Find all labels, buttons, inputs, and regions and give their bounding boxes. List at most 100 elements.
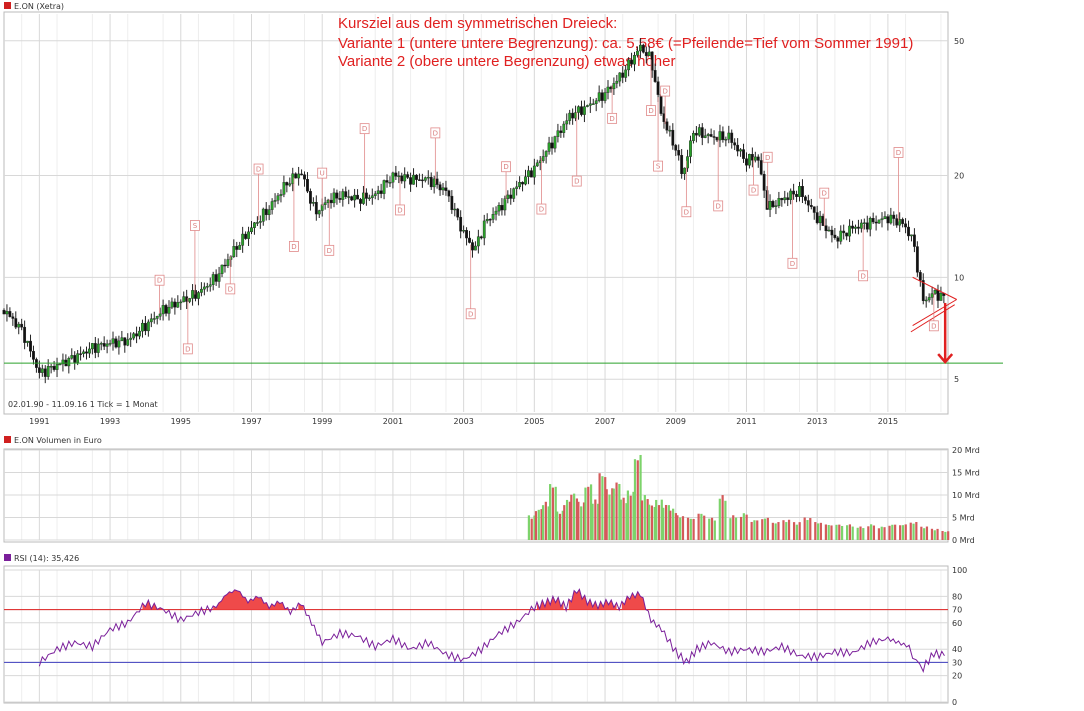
price-candle bbox=[267, 209, 271, 216]
price-candle bbox=[311, 201, 315, 204]
price-candle bbox=[644, 52, 648, 57]
x-tick-label: 2001 bbox=[383, 417, 403, 426]
volume-bar bbox=[756, 520, 759, 540]
price-candle bbox=[633, 54, 636, 65]
volume-tick-label: 10 Mrd bbox=[952, 491, 980, 500]
event-marker-label: D bbox=[362, 125, 367, 133]
price-candle bbox=[17, 323, 21, 328]
price-candle bbox=[5, 311, 9, 315]
price-candle bbox=[689, 140, 692, 157]
price-candle bbox=[126, 339, 130, 346]
price-candle bbox=[898, 219, 902, 226]
price-candle bbox=[253, 222, 256, 228]
price-candle bbox=[745, 158, 748, 166]
price-candle bbox=[571, 112, 575, 119]
price-candle bbox=[2, 309, 6, 315]
price-candle bbox=[418, 179, 421, 181]
price-candle bbox=[353, 194, 357, 201]
price-candle bbox=[200, 288, 203, 293]
price-candle bbox=[627, 59, 631, 71]
price-candle bbox=[26, 340, 29, 343]
volume-bar bbox=[830, 525, 833, 540]
volume-bar bbox=[686, 517, 690, 540]
price-candle bbox=[939, 292, 943, 301]
price-candle bbox=[647, 51, 651, 57]
price-candle bbox=[167, 306, 171, 314]
volume-bars bbox=[527, 454, 950, 540]
volume-bar bbox=[601, 476, 604, 540]
price-tick-label: 10 bbox=[954, 273, 964, 282]
price-candle bbox=[191, 290, 194, 299]
volume-bar bbox=[891, 524, 894, 540]
price-candle bbox=[129, 337, 133, 340]
price-candle bbox=[297, 173, 301, 179]
rsi-tick-label: 80 bbox=[952, 592, 962, 601]
volume-bar bbox=[785, 522, 788, 540]
volume-panel-title: E.ON Volumen in Euro bbox=[14, 436, 102, 445]
volume-bar bbox=[692, 518, 695, 540]
price-candle bbox=[659, 94, 663, 114]
price-candle bbox=[208, 284, 212, 287]
volume-bar bbox=[556, 511, 559, 540]
x-tick-labels: 1991 1993 1995 1997 1999 2001 2003 2005 2007 2009… bbox=[29, 417, 898, 426]
price-candle bbox=[409, 177, 412, 185]
price-candle bbox=[226, 259, 230, 266]
annotation-line-1: Kursziel aus dem symmetrischen Dreieck: bbox=[338, 15, 617, 32]
price-candle bbox=[79, 353, 83, 355]
event-marker-box bbox=[289, 241, 299, 252]
event-marker-box bbox=[225, 283, 236, 295]
price-candle bbox=[612, 83, 616, 90]
price-candle bbox=[910, 234, 913, 237]
price-candle bbox=[114, 338, 118, 348]
price-candle bbox=[694, 132, 698, 136]
price-candle bbox=[583, 106, 586, 115]
price-candle bbox=[774, 205, 778, 207]
price-candle bbox=[450, 195, 454, 210]
volume-tick-label: 0 Mrd bbox=[952, 536, 975, 545]
price-candle bbox=[927, 297, 931, 301]
price-candle bbox=[332, 192, 336, 204]
price-candle bbox=[176, 302, 180, 308]
event-marker-box bbox=[430, 127, 441, 139]
volume-bar bbox=[547, 506, 550, 540]
price-candle bbox=[350, 196, 354, 201]
event-marker-label: D bbox=[157, 277, 162, 285]
price-candle bbox=[562, 123, 566, 133]
volume-bar bbox=[672, 508, 675, 540]
price-candle bbox=[438, 184, 442, 191]
event-marker-label: S bbox=[656, 163, 661, 171]
volume-bar bbox=[904, 524, 907, 540]
price-candle bbox=[544, 151, 548, 157]
volume-bar bbox=[912, 523, 915, 540]
price-candle bbox=[397, 175, 401, 178]
volume-bar bbox=[732, 515, 735, 540]
volume-bar bbox=[859, 526, 862, 540]
volume-bar bbox=[540, 509, 543, 540]
event-marker-box bbox=[748, 184, 759, 196]
volume-bar bbox=[653, 506, 656, 540]
price-candle bbox=[182, 296, 186, 303]
price-candle bbox=[842, 230, 846, 234]
price-candle bbox=[921, 280, 925, 301]
price-candle bbox=[641, 44, 645, 53]
price-candle bbox=[8, 311, 12, 317]
price-candle bbox=[347, 196, 351, 198]
price-candle bbox=[806, 200, 810, 206]
event-marker-label: D bbox=[468, 310, 473, 318]
price-candle bbox=[550, 142, 554, 149]
volume-bar bbox=[899, 525, 902, 540]
price-candle bbox=[471, 242, 474, 251]
price-candle bbox=[789, 190, 793, 200]
price-candle bbox=[170, 301, 174, 308]
price-candle bbox=[895, 218, 899, 226]
price-candle bbox=[889, 214, 893, 224]
volume-bar bbox=[721, 495, 724, 540]
event-marker-label: D bbox=[896, 149, 901, 157]
price-candle bbox=[474, 245, 477, 251]
event-marker-box bbox=[713, 200, 724, 212]
volume-bar bbox=[632, 491, 635, 540]
price-candle bbox=[429, 176, 433, 188]
price-candle bbox=[456, 208, 460, 218]
price-candle bbox=[697, 127, 701, 136]
event-marker-label: D bbox=[860, 272, 865, 280]
